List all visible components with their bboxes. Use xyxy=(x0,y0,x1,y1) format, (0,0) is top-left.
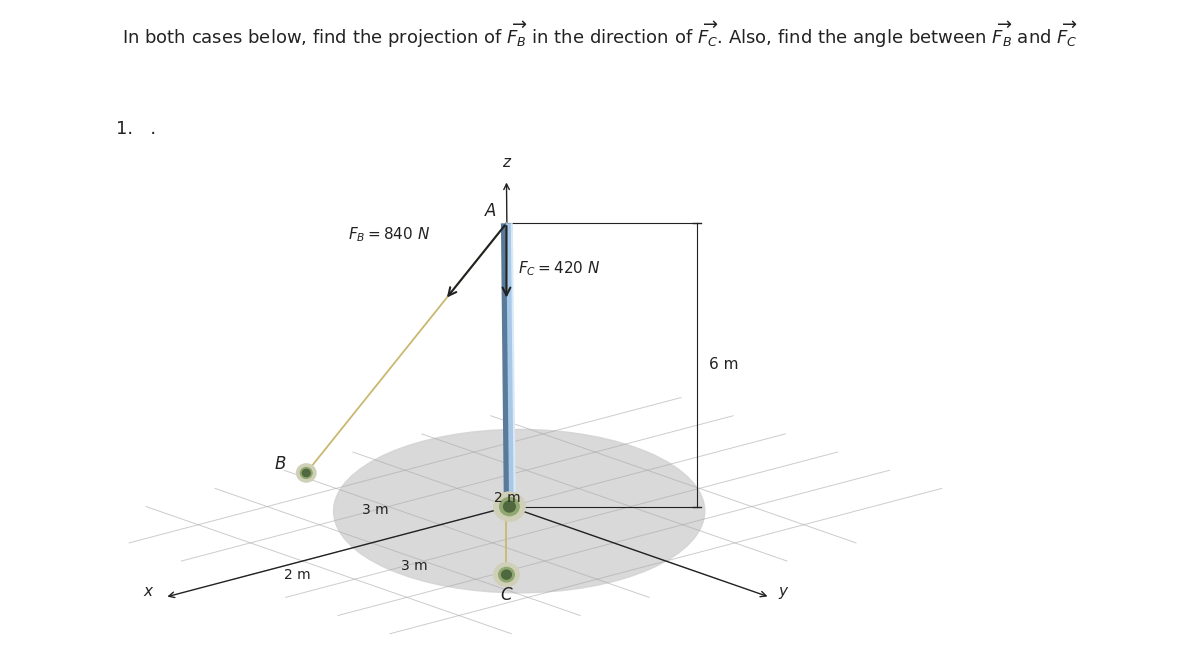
Text: A: A xyxy=(485,202,497,220)
Circle shape xyxy=(502,570,511,579)
Circle shape xyxy=(499,498,520,516)
Text: 2 m: 2 m xyxy=(494,491,521,505)
Text: 3 m: 3 m xyxy=(362,502,389,517)
Circle shape xyxy=(504,501,515,512)
Circle shape xyxy=(493,563,520,586)
Circle shape xyxy=(493,492,526,521)
Text: y: y xyxy=(778,584,787,598)
Text: x: x xyxy=(143,584,152,598)
Text: $F_B = 840$ N: $F_B = 840$ N xyxy=(348,226,431,245)
Text: 6 m: 6 m xyxy=(709,357,738,373)
Text: 3 m: 3 m xyxy=(401,559,427,573)
Text: C: C xyxy=(500,586,512,604)
Text: $F_C = 420$ N: $F_C = 420$ N xyxy=(518,259,600,278)
Circle shape xyxy=(302,469,310,476)
Text: z: z xyxy=(502,155,510,170)
Text: 2 m: 2 m xyxy=(284,568,311,582)
Text: In both cases below, find the projection of $\overrightarrow{F_B}$ in the direct: In both cases below, find the projection… xyxy=(122,19,1078,50)
Circle shape xyxy=(300,468,312,478)
Ellipse shape xyxy=(334,429,704,593)
Circle shape xyxy=(499,567,515,582)
Circle shape xyxy=(296,464,316,482)
Text: 1.   .: 1. . xyxy=(115,121,156,138)
Text: B: B xyxy=(275,456,287,473)
